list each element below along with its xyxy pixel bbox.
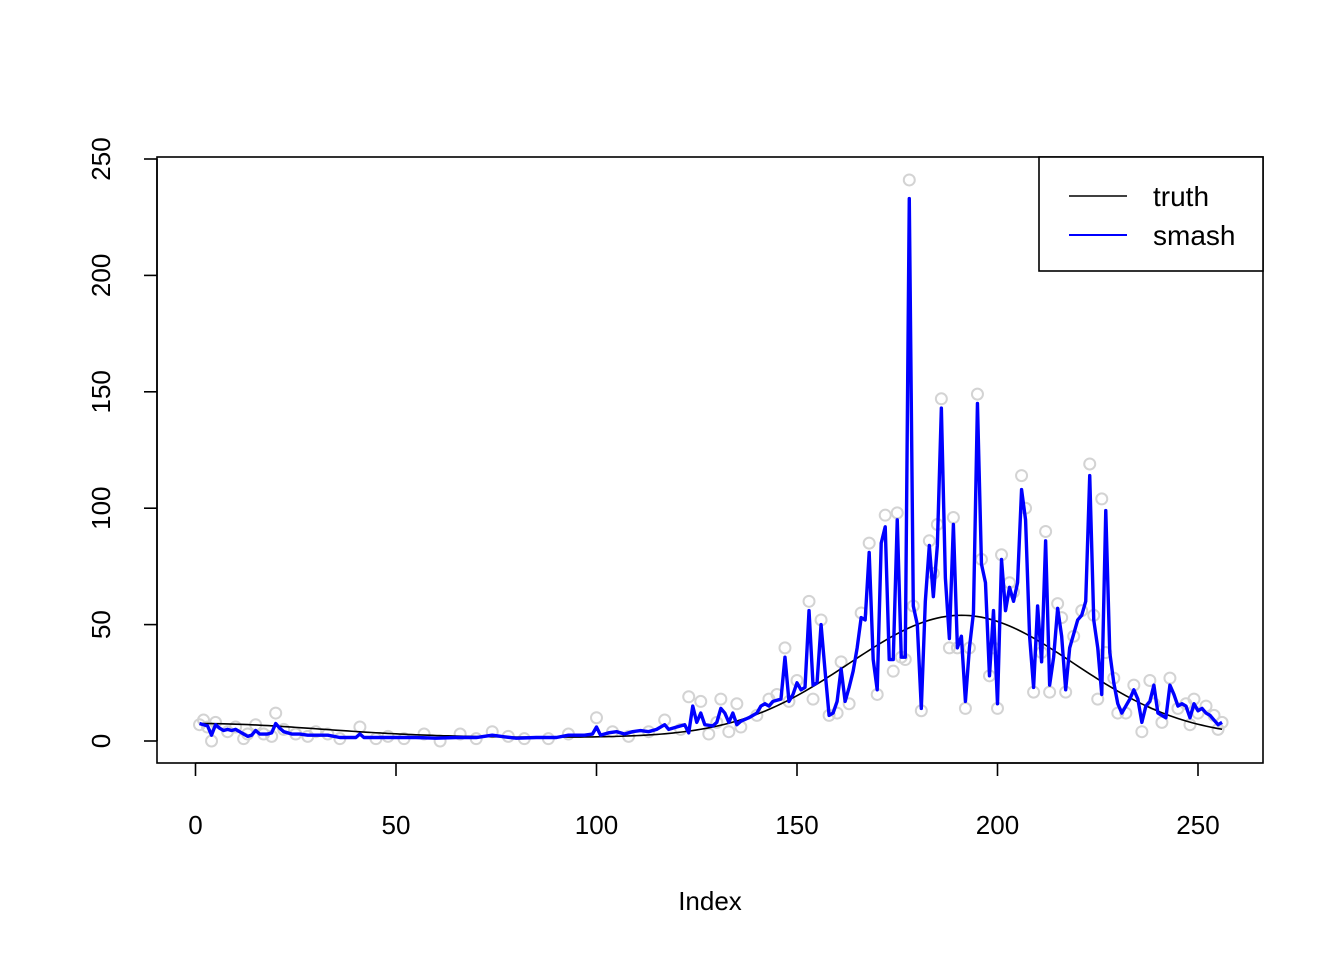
observed-point — [714, 692, 728, 706]
x-axis: 0 50 100 150 200 250 — [188, 762, 1220, 840]
x-axis-title: Index — [678, 886, 742, 916]
y-tick-label: 200 — [86, 254, 116, 297]
observed-point — [942, 641, 956, 655]
observed-point — [417, 727, 431, 741]
observed-point — [1039, 524, 1053, 538]
observed-point — [1143, 673, 1157, 687]
y-tick-label: 50 — [86, 610, 116, 639]
y-tick-label: 150 — [86, 370, 116, 413]
observed-point — [970, 387, 984, 401]
legend-smash-label: smash — [1153, 220, 1235, 251]
observed-point — [934, 392, 948, 406]
observed-point — [277, 722, 291, 736]
truth-line — [199, 614, 1223, 738]
observed-point — [778, 641, 792, 655]
x-tick-label: 100 — [575, 810, 618, 840]
legend: truth smash — [1038, 156, 1264, 272]
observed-point — [590, 711, 603, 725]
observed-point — [1095, 492, 1109, 506]
observed-point — [862, 536, 876, 550]
observed-point — [722, 725, 736, 739]
truth-series — [199, 614, 1223, 738]
observed-point — [453, 727, 467, 741]
x-tick-label: 200 — [976, 810, 1019, 840]
observed-point — [886, 664, 900, 678]
observed-point — [1135, 725, 1149, 739]
y-tick-label: 0 — [86, 734, 116, 748]
observed-point — [1015, 469, 1029, 483]
y-tick-label: 100 — [86, 487, 116, 530]
x-tick-label: 250 — [1176, 810, 1219, 840]
observed-point — [902, 173, 916, 187]
legend-truth-label: truth — [1153, 181, 1209, 212]
observed-point — [1091, 692, 1105, 706]
observed-point — [730, 697, 744, 711]
x-tick-label: 50 — [382, 810, 411, 840]
observed-point — [309, 725, 323, 739]
observed-point — [682, 690, 696, 704]
observed-point — [842, 697, 856, 711]
y-tick-label: 250 — [86, 137, 116, 180]
observed-point — [694, 694, 708, 708]
smash-series — [199, 196, 1223, 740]
observed-point — [269, 706, 283, 720]
x-tick-label: 150 — [775, 810, 818, 840]
observed-point — [1083, 457, 1097, 471]
y-axis: 0 50 100 150 200 250 — [86, 137, 158, 748]
observed-point — [806, 692, 820, 706]
x-tick-label: 0 — [188, 810, 202, 840]
observed-point — [802, 594, 816, 608]
legend-box — [1038, 156, 1264, 272]
observed-point — [878, 508, 892, 522]
smash-line — [199, 196, 1223, 740]
observed-point — [229, 720, 243, 734]
